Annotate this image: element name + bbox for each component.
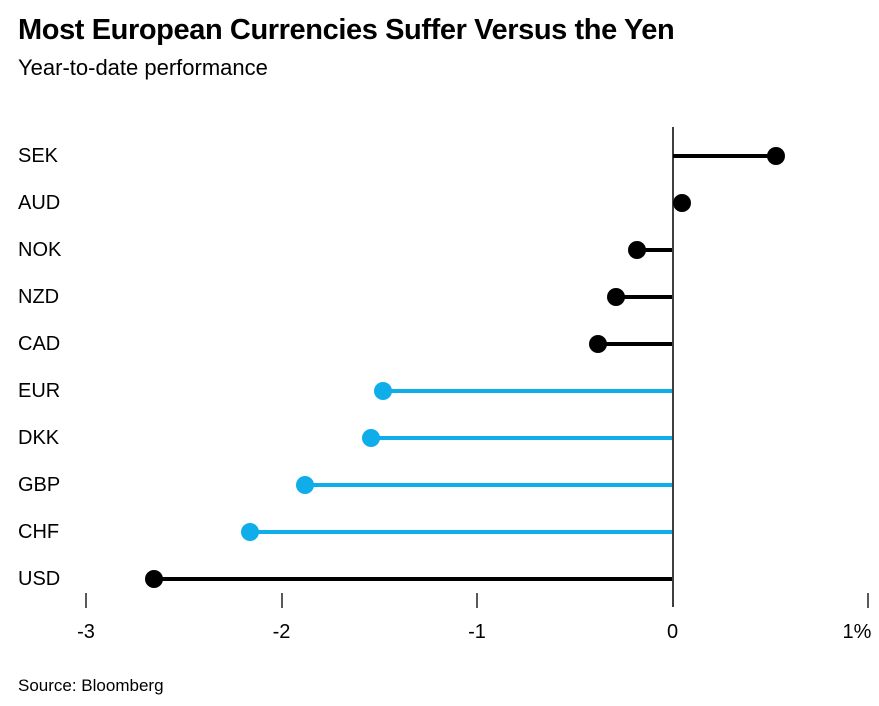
chart-subtitle: Year-to-date performance <box>18 55 268 80</box>
x-tick-mark--2 <box>280 593 283 608</box>
x-tick-label-1: 1% <box>842 621 872 643</box>
category-label-dkk: DKK <box>18 426 60 449</box>
x-tick-label--1: -1 <box>468 621 486 643</box>
x-tick-mark--1 <box>476 593 478 608</box>
lollipop-stem-nok <box>637 247 673 252</box>
lollipop-stem-dkk <box>371 435 673 440</box>
category-label-chf: CHF <box>18 520 60 543</box>
x-tick-label--3: -3 <box>77 621 95 643</box>
lollipop-stem-sek <box>672 153 777 158</box>
zero-axis-line <box>671 127 674 607</box>
x-tick-label-0: 0 <box>666 621 679 643</box>
plot-area: SEK AUD NOK NZD CAD EUR DKK GBP CHF USD -3 -2 -1 0 1% <box>18 127 871 643</box>
category-label-gbp: GBP <box>18 473 61 496</box>
x-tick-label--2: -2 <box>272 621 291 643</box>
lollipop-dot-eur <box>374 381 393 400</box>
category-label-nzd: NZD <box>18 285 60 308</box>
source-note: Source: Bloomberg <box>18 676 164 695</box>
lollipop-dot-cad <box>589 334 608 353</box>
lollipop-dot-nzd <box>606 287 625 306</box>
x-tick-mark-1 <box>867 593 869 608</box>
category-label-nok: NOK <box>18 238 62 261</box>
lollipop-stem-usd <box>154 576 673 581</box>
category-label-usd: USD <box>18 567 61 590</box>
lollipop-stem-cad <box>598 341 673 346</box>
lollipop-dot-sek <box>767 146 786 165</box>
lollipop-dot-dkk <box>362 428 381 447</box>
chart-title: Most European Currencies Suffer Versus t… <box>18 14 675 46</box>
category-label-sek: SEK <box>18 144 59 167</box>
category-label-eur: EUR <box>18 379 61 402</box>
lollipop-dot-nok <box>628 240 647 259</box>
lollipop-dot-aud <box>673 193 692 212</box>
category-label-cad: CAD <box>18 332 61 355</box>
lollipop-stem-nzd <box>615 294 673 299</box>
category-label-aud: AUD <box>18 191 61 214</box>
lollipop-stem-eur <box>383 388 673 393</box>
lollipop-stem-chf <box>250 529 673 534</box>
lollipop-stem-gbp <box>304 482 673 487</box>
lollipop-dot-gbp <box>295 475 314 494</box>
lollipop-dot-chf <box>241 522 260 541</box>
x-tick-mark--3 <box>85 593 87 608</box>
lollipop-dot-usd <box>145 569 164 588</box>
